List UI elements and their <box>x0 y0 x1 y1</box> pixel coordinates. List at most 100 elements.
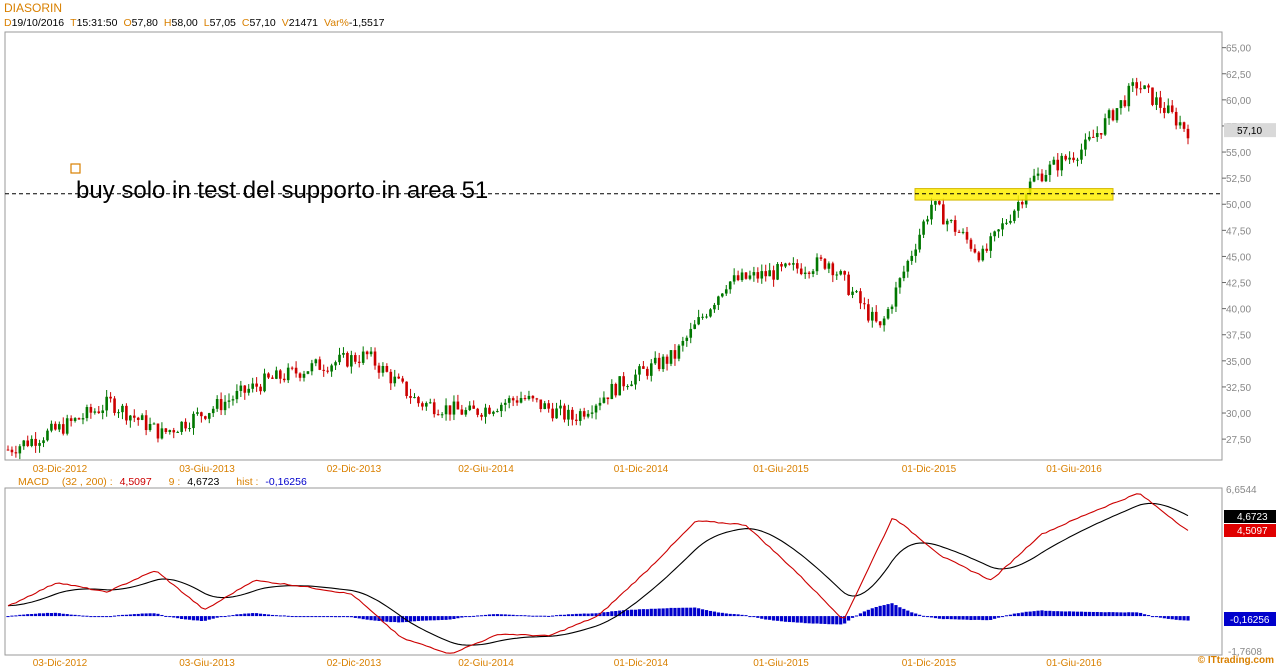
hist-bar-204 <box>811 616 815 624</box>
candle-body-90 <box>361 351 365 363</box>
app-title: DIASORIN <box>4 1 63 15</box>
candle-body-117 <box>468 405 472 411</box>
hist-bar-106 <box>424 616 428 621</box>
hist-bar-27 <box>112 615 117 617</box>
candle-body-40 <box>164 428 168 432</box>
hist-bar-292 <box>1158 616 1162 618</box>
hist-bar-109 <box>436 616 440 621</box>
candle-body-42 <box>172 430 176 433</box>
signal-value: 4,6723 <box>187 476 220 488</box>
hist-bar-214 <box>850 616 855 618</box>
candle-body-101 <box>405 381 408 397</box>
price-tick-label-10: 40,00 <box>1226 305 1251 316</box>
hist-bar-153 <box>610 611 614 617</box>
hist-bar-248 <box>985 616 989 621</box>
candle-body-46 <box>188 428 191 430</box>
hist-bar-71 <box>286 615 290 617</box>
candle-body-149 <box>594 405 598 413</box>
hist-bar-156 <box>622 610 626 617</box>
hist-bar-265 <box>1052 611 1056 617</box>
hist-bar-24 <box>101 616 105 618</box>
hist-bar-146 <box>582 613 586 617</box>
candle-body-159 <box>634 374 637 385</box>
candle-body-12 <box>54 423 57 430</box>
hist-bar-285 <box>1131 612 1135 617</box>
candle-body-53 <box>215 399 219 409</box>
candle-body-132 <box>527 395 531 400</box>
hist-bar-70 <box>282 615 286 617</box>
hist-bar-144 <box>574 613 578 617</box>
hist-bar-136 <box>543 615 547 617</box>
candle-body-252 <box>1001 223 1004 230</box>
hist-bar-260 <box>1032 611 1036 617</box>
candle-body-43 <box>176 431 179 433</box>
hist-bar-36 <box>148 613 152 617</box>
candle-body-271 <box>1076 159 1079 161</box>
hist-bar-61 <box>247 613 251 617</box>
price-tick-label-7: 47,50 <box>1226 226 1251 237</box>
candle-body-195 <box>776 264 779 280</box>
hist-bar-21 <box>89 616 93 618</box>
header-key-5: C <box>241 17 250 29</box>
candle-body-161 <box>642 366 645 369</box>
hist-bar-185 <box>736 614 740 617</box>
hist-bar-12 <box>53 612 57 617</box>
hist-label: hist <box>236 476 253 488</box>
candle-body-250 <box>993 231 996 237</box>
header-value-2: 57,80 <box>131 17 158 29</box>
hist-bar-130 <box>519 615 523 617</box>
hist-bar-207 <box>823 616 827 624</box>
candle-body-179 <box>713 304 716 310</box>
hist-bar-46 <box>187 616 192 620</box>
candle-body-176 <box>701 316 704 318</box>
candle-body-128 <box>511 398 515 401</box>
header-value-3: 58,00 <box>171 17 198 29</box>
candle-body-218 <box>867 304 870 321</box>
hist-bar-159 <box>633 609 638 617</box>
hist-bar-103 <box>412 616 417 622</box>
candle-body-259 <box>1028 181 1032 195</box>
hist-bar-40 <box>164 615 168 617</box>
candle-body-207 <box>823 258 827 269</box>
hist-bar-128 <box>511 614 515 617</box>
hist-bar-203 <box>807 616 811 624</box>
hist-bar-274 <box>1087 611 1091 617</box>
candle-body-111 <box>444 405 448 415</box>
hist-bar-60 <box>243 613 247 617</box>
candle-body-83 <box>334 362 337 366</box>
candle-body-3 <box>18 446 22 454</box>
price-tick-label-9: 42,50 <box>1226 279 1251 290</box>
candle-body-6 <box>30 438 33 446</box>
candle-body-222 <box>882 318 886 326</box>
hist-bar-271 <box>1075 611 1080 617</box>
hist-bar-93 <box>373 616 377 621</box>
candle-body-147 <box>586 413 590 417</box>
hist-bar-43 <box>176 616 180 619</box>
candle-body-89 <box>357 361 361 363</box>
candle-body-225 <box>894 287 898 307</box>
candle-body-129 <box>515 400 519 403</box>
candle-body-135 <box>539 399 543 410</box>
candle-body-288 <box>1143 85 1146 89</box>
candle-body-31 <box>129 415 132 421</box>
macd-x-label-3: 02-Giu-2014 <box>458 658 514 668</box>
hist-bar-149 <box>594 613 598 617</box>
candle-body-99 <box>397 376 401 379</box>
candle-body-69 <box>279 370 282 379</box>
candle-body-70 <box>282 378 286 381</box>
candle-body-236 <box>938 201 941 205</box>
candle-body-50 <box>204 416 207 419</box>
hist-bar-100 <box>401 616 405 623</box>
candle-body-204 <box>811 271 815 274</box>
hist-bar-266 <box>1056 611 1060 617</box>
header-value-0: 19/10/2016 <box>11 17 65 29</box>
candle-body-192 <box>764 271 768 277</box>
hist-bar-218 <box>866 609 870 617</box>
hist-bar-253 <box>1004 615 1009 617</box>
candle-body-107 <box>428 402 432 404</box>
candle-body-240 <box>953 220 957 232</box>
candle-body-106 <box>425 403 428 407</box>
hist-bar-220 <box>874 607 878 617</box>
candle-body-260 <box>1032 175 1036 182</box>
candle-body-72 <box>290 367 294 369</box>
